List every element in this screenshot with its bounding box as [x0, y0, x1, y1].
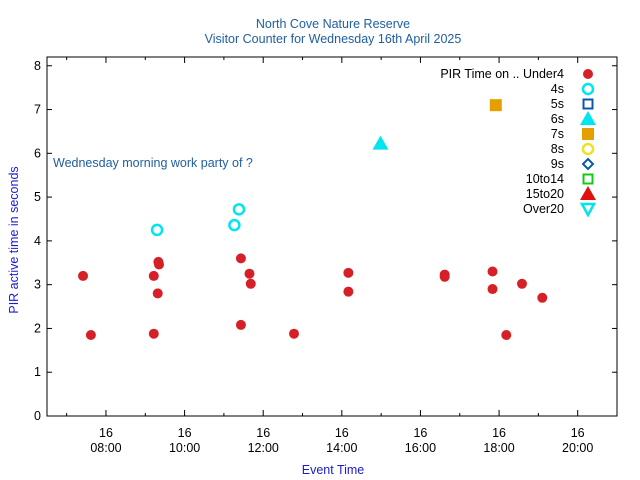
x-tick-time-label: 18:00 — [483, 441, 514, 455]
legend-marker — [583, 69, 593, 79]
data-point-under4 — [235, 319, 246, 330]
data-point-under4 — [152, 288, 163, 299]
data-point-under4 — [487, 266, 498, 277]
data-point-under4 — [487, 284, 498, 295]
legend-marker — [580, 186, 596, 200]
legend-label: 15to20 — [526, 187, 564, 201]
data-point-4s — [228, 218, 241, 232]
chart-annotation: Wednesday morning work party of ? — [53, 156, 253, 170]
x-tick-time-label: 12:00 — [248, 441, 279, 455]
data-point-under4 — [148, 328, 159, 339]
data-point-4s — [150, 223, 164, 237]
x-tick-day-label: 16 — [571, 426, 585, 440]
legend-label: 7s — [551, 127, 564, 141]
data-point-under4 — [245, 278, 256, 289]
y-tick-label: 6 — [34, 146, 41, 160]
x-tick-time-label: 10:00 — [169, 441, 200, 455]
legend-label: 6s — [551, 112, 564, 126]
plot-frame — [46, 56, 618, 417]
data-point-under4 — [343, 286, 354, 297]
legend-marker — [581, 82, 595, 96]
data-point-4s — [232, 203, 246, 216]
chart-subtitle: Visitor Counter for Wednesday 16th April… — [205, 32, 462, 46]
legend-marker — [582, 128, 594, 140]
data-point-under4 — [439, 271, 450, 282]
data-point-under4 — [517, 278, 527, 289]
x-tick-time-label: 14:00 — [326, 441, 357, 455]
legend-label: 10to14 — [526, 172, 564, 186]
data-point-6s — [372, 135, 389, 150]
legend-marker — [582, 173, 594, 185]
data-point-under4 — [501, 330, 512, 341]
y-tick-label: 2 — [34, 321, 41, 335]
data-point-7s — [489, 99, 502, 112]
y-tick-label: 3 — [34, 278, 41, 292]
data-point-under4 — [537, 292, 548, 303]
legend-marker — [582, 98, 594, 110]
x-tick-day-label: 16 — [99, 426, 113, 440]
x-tick-day-label: 16 — [413, 426, 427, 440]
data-point-under4 — [148, 270, 159, 281]
data-point-under4 — [154, 259, 165, 270]
y-tick-label: 4 — [34, 234, 41, 248]
y-tick-label: 0 — [34, 409, 41, 423]
x-tick-time-label: 08:00 — [90, 441, 121, 455]
legend-marker — [581, 142, 595, 156]
x-tick-day-label: 16 — [256, 426, 270, 440]
y-axis-label: PIR active time in seconds — [7, 166, 21, 313]
y-tick-label: 7 — [34, 103, 41, 117]
legend-label: 8s — [551, 142, 564, 156]
x-axis-label: Event Time — [302, 463, 365, 477]
y-tick-label: 8 — [34, 59, 41, 73]
data-point-under4 — [244, 268, 255, 279]
data-point-under4 — [343, 267, 354, 278]
y-tick-label: 1 — [34, 365, 41, 379]
x-tick-day-label: 16 — [492, 426, 506, 440]
data-point-under4 — [235, 253, 246, 264]
legend-label: Over20 — [523, 202, 564, 216]
legend-marker — [580, 111, 596, 125]
x-tick-day-label: 16 — [335, 426, 349, 440]
data-point-under4 — [85, 330, 96, 341]
legend-marker — [581, 157, 595, 171]
y-tick-label: 5 — [34, 190, 41, 204]
legend-label: 4s — [551, 82, 564, 96]
legend-label: 9s — [551, 157, 564, 171]
data-point-under4 — [78, 270, 89, 281]
chart-title: North Cove Nature Reserve — [256, 17, 410, 31]
legend-label: 5s — [551, 97, 564, 111]
x-tick-time-label: 16:00 — [405, 441, 436, 455]
data-point-under4 — [289, 328, 299, 339]
legend-label: PIR Time on .. Under4 — [440, 67, 564, 81]
x-tick-day-label: 16 — [178, 426, 192, 440]
x-tick-time-label: 20:00 — [562, 441, 593, 455]
legend-marker — [579, 202, 597, 218]
